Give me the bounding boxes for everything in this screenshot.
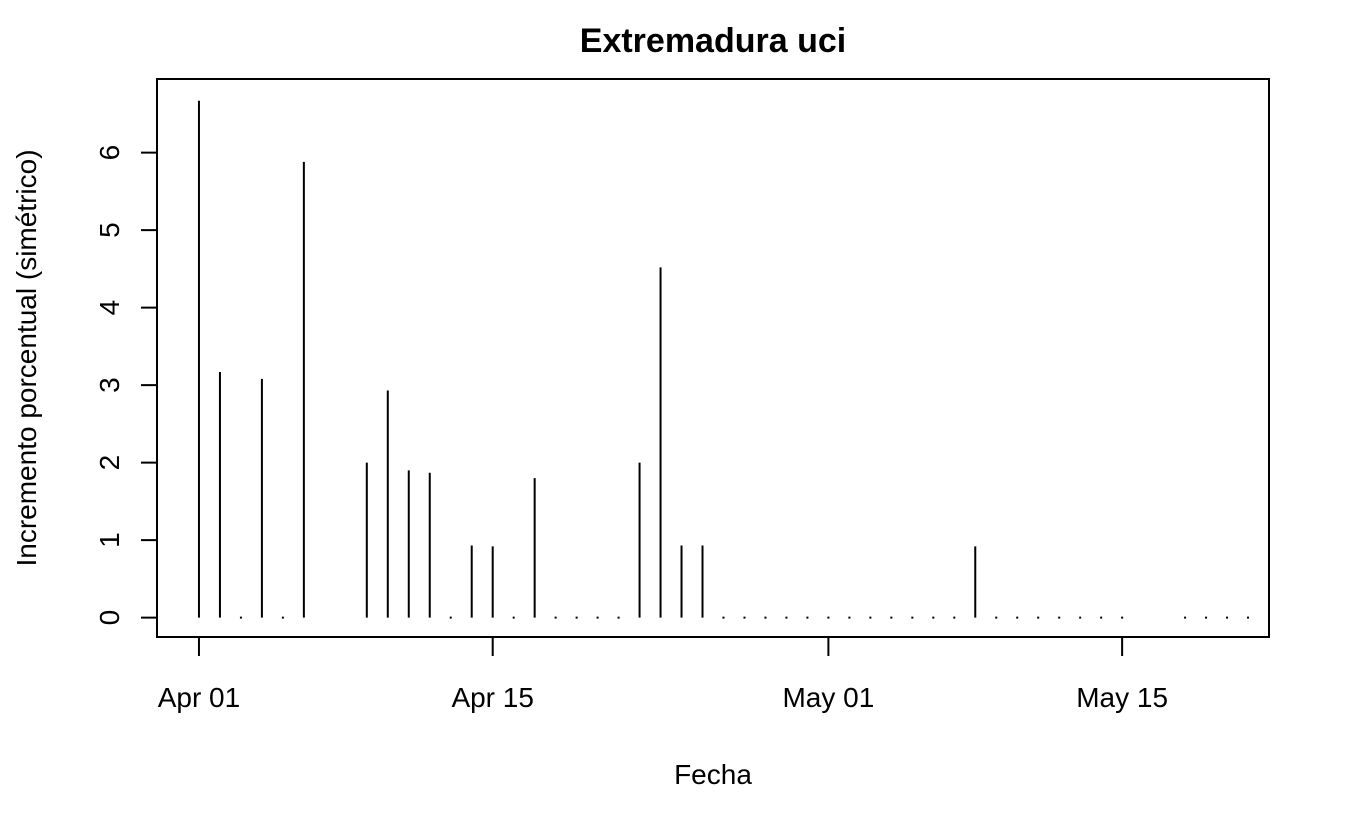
x-axis: Apr 01 Apr 15 May 01 May 15 xyxy=(158,636,1168,713)
data-point-zero xyxy=(1184,616,1187,619)
data-point-zero xyxy=(1016,616,1019,619)
data-point-zero xyxy=(512,616,515,619)
data-point-zero xyxy=(869,616,872,619)
data-point-zero xyxy=(617,616,620,619)
data-point-zero xyxy=(890,616,893,619)
y-tick-label: 2 xyxy=(94,455,125,471)
data-point-zero xyxy=(995,616,998,619)
data-point-zero xyxy=(1100,616,1103,619)
data-point-zero xyxy=(722,616,725,619)
y-axis: 0 1 2 3 4 5 6 xyxy=(94,145,158,626)
data-point-zero xyxy=(596,616,599,619)
plot-frame xyxy=(156,78,1270,638)
y-tick-label: 1 xyxy=(94,532,125,548)
data-point-zero xyxy=(932,616,935,619)
y-tick-label: 4 xyxy=(94,300,125,316)
y-tick-label: 3 xyxy=(94,377,125,393)
data-point-zero xyxy=(953,616,956,619)
data-point-zero xyxy=(1058,616,1061,619)
data-point-zero xyxy=(449,616,452,619)
y-axis-label: Incremento porcentual (simétrico) xyxy=(11,149,42,566)
y-tick-label: 5 xyxy=(94,222,125,238)
data-point-zero xyxy=(785,616,788,619)
data-point-zero xyxy=(281,616,284,619)
data-point-zero xyxy=(575,616,578,619)
data-point-zero xyxy=(911,616,914,619)
x-tick-label: Apr 01 xyxy=(158,682,241,713)
y-tick-label: 0 xyxy=(94,610,125,626)
data-point-zero xyxy=(1247,616,1250,619)
data-marks xyxy=(197,100,1250,619)
data-point-zero xyxy=(764,616,767,619)
data-point-zero xyxy=(1037,616,1040,619)
data-point-zero xyxy=(1205,616,1208,619)
data-point-zero xyxy=(1079,616,1082,619)
data-point-zero xyxy=(554,616,557,619)
data-point-zero xyxy=(743,616,746,619)
data-point-zero xyxy=(1121,616,1124,619)
data-point-zero xyxy=(848,616,851,619)
data-point-zero xyxy=(806,616,809,619)
data-point-zero xyxy=(239,616,242,619)
x-tick-label: May 15 xyxy=(1076,682,1168,713)
y-tick-label: 6 xyxy=(94,145,125,161)
x-axis-label: Fecha xyxy=(674,759,752,790)
chart-title: Extremadura uci xyxy=(580,22,846,60)
x-tick-label: May 01 xyxy=(782,682,874,713)
x-tick-label: Apr 15 xyxy=(451,682,534,713)
data-point-zero xyxy=(827,616,830,619)
data-point-zero xyxy=(1226,616,1229,619)
